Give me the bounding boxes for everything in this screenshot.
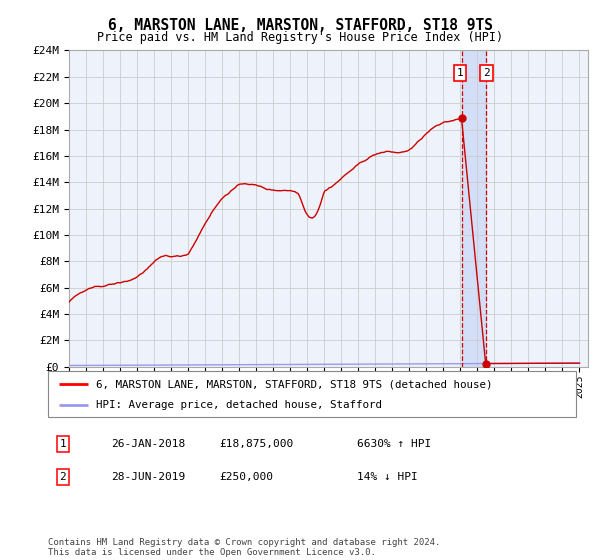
Text: £18,875,000: £18,875,000	[219, 439, 293, 449]
Text: 28-JUN-2019: 28-JUN-2019	[111, 472, 185, 482]
Text: 6630% ↑ HPI: 6630% ↑ HPI	[357, 439, 431, 449]
Text: 2: 2	[59, 472, 67, 482]
Text: HPI: Average price, detached house, Stafford: HPI: Average price, detached house, Staf…	[95, 400, 382, 410]
Text: Contains HM Land Registry data © Crown copyright and database right 2024.
This d: Contains HM Land Registry data © Crown c…	[48, 538, 440, 557]
Text: £250,000: £250,000	[219, 472, 273, 482]
Text: 6, MARSTON LANE, MARSTON, STAFFORD, ST18 9TS: 6, MARSTON LANE, MARSTON, STAFFORD, ST18…	[107, 18, 493, 33]
Text: 26-JAN-2018: 26-JAN-2018	[111, 439, 185, 449]
Text: 6, MARSTON LANE, MARSTON, STAFFORD, ST18 9TS (detached house): 6, MARSTON LANE, MARSTON, STAFFORD, ST18…	[95, 379, 492, 389]
Text: Price paid vs. HM Land Registry's House Price Index (HPI): Price paid vs. HM Land Registry's House …	[97, 31, 503, 44]
Text: 1: 1	[59, 439, 67, 449]
Text: 1: 1	[457, 68, 464, 78]
Bar	[461, 50, 486, 367]
FancyBboxPatch shape	[48, 371, 576, 417]
Text: 14% ↓ HPI: 14% ↓ HPI	[357, 472, 418, 482]
Text: 2: 2	[483, 68, 490, 78]
